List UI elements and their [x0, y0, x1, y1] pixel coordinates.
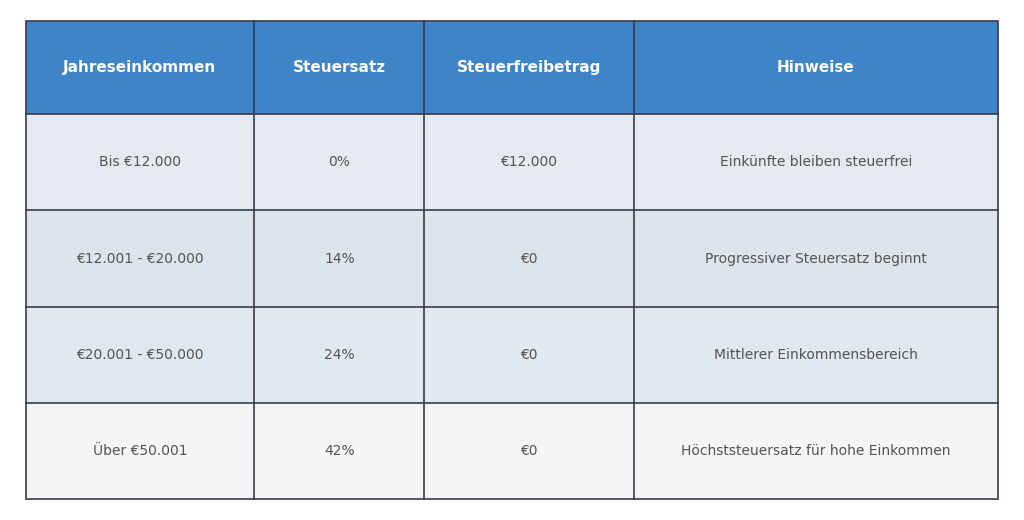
Bar [254, 403, 424, 499]
Bar [424, 211, 634, 307]
Text: 42%: 42% [324, 444, 354, 458]
Text: Mittlerer Einkommensbereich: Mittlerer Einkommensbereich [714, 348, 918, 362]
Bar [254, 114, 424, 211]
Text: Einkünfte bleiben steuerfrei: Einkünfte bleiben steuerfrei [720, 155, 912, 169]
Text: Über €50.001: Über €50.001 [92, 444, 187, 458]
Text: €12.001 - €20.000: €12.001 - €20.000 [76, 252, 204, 266]
Text: €12.000: €12.000 [501, 155, 557, 169]
Text: Hinweise: Hinweise [777, 60, 855, 75]
Text: Steuerfreibetrag: Steuerfreibetrag [457, 60, 601, 75]
Bar [634, 403, 998, 499]
Text: Steuersatz: Steuersatz [293, 60, 386, 75]
Bar [254, 21, 424, 114]
Text: €0: €0 [520, 348, 538, 362]
Text: €0: €0 [520, 252, 538, 266]
Bar [634, 307, 998, 403]
Bar [424, 403, 634, 499]
Bar [26, 403, 254, 499]
Text: Bis €12.000: Bis €12.000 [99, 155, 181, 169]
Bar [424, 114, 634, 211]
Text: 0%: 0% [329, 155, 350, 169]
Text: 14%: 14% [324, 252, 354, 266]
Bar [26, 21, 254, 114]
Bar [424, 307, 634, 403]
Text: Höchststeuersatz für hohe Einkommen: Höchststeuersatz für hohe Einkommen [681, 444, 950, 458]
Bar [634, 114, 998, 211]
Text: €0: €0 [520, 444, 538, 458]
Bar [26, 307, 254, 403]
Text: Jahreseinkommen: Jahreseinkommen [63, 60, 216, 75]
Bar [634, 21, 998, 114]
Text: 24%: 24% [324, 348, 354, 362]
Bar [424, 21, 634, 114]
Bar [634, 211, 998, 307]
Bar [26, 114, 254, 211]
Text: Progressiver Steuersatz beginnt: Progressiver Steuersatz beginnt [706, 252, 927, 266]
Bar [26, 211, 254, 307]
Bar [254, 307, 424, 403]
Bar [254, 211, 424, 307]
Text: €20.001 - €50.000: €20.001 - €50.000 [76, 348, 204, 362]
